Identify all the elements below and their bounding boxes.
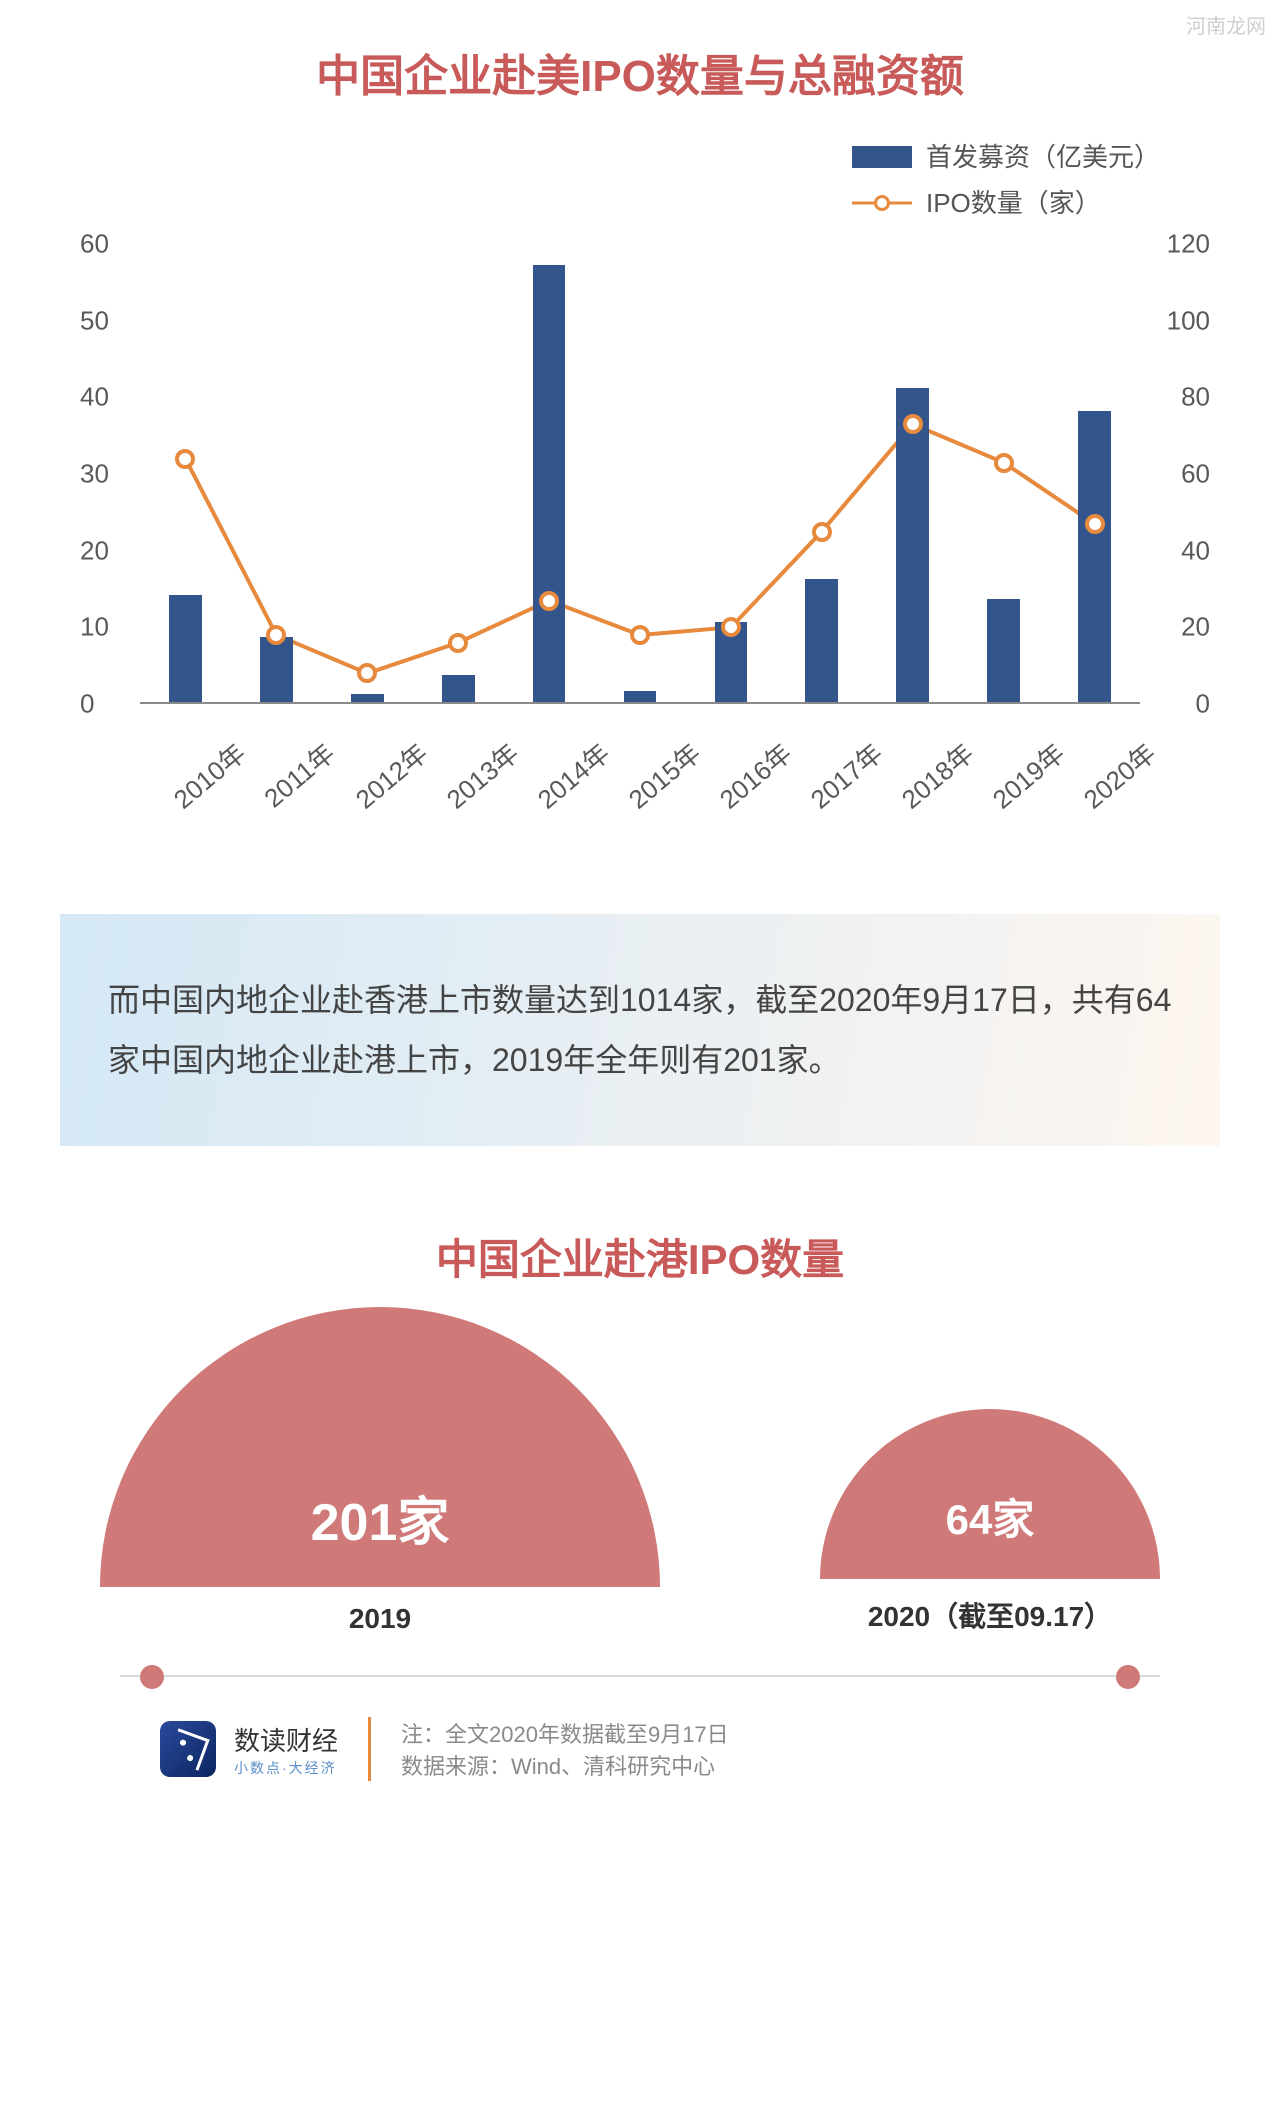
line-marker	[903, 414, 923, 434]
semicircle-value: 64家	[820, 1486, 1160, 1547]
chart-legend: 首发募资（亿美元） IPO数量（家）	[852, 134, 1160, 226]
bar	[442, 675, 475, 702]
bar	[805, 579, 838, 702]
y-left-tick: 60	[80, 229, 109, 260]
x-tick: 2011年	[256, 734, 343, 815]
us-ipo-chart: 首发募资（亿美元） IPO数量（家） 010203040506002040608…	[60, 134, 1220, 834]
semicircle-value: 201家	[100, 1480, 660, 1555]
line-marker	[357, 663, 377, 683]
line-marker	[994, 453, 1014, 473]
semicircle-item: 201家 2019	[100, 1307, 660, 1635]
bar	[624, 691, 657, 703]
line-marker	[175, 449, 195, 469]
brand-logo-icon	[160, 1721, 216, 1777]
hk-summary-textbox: 而中国内地企业赴香港上市数量达到1014家，截至2020年9月17日，共有64家…	[60, 914, 1220, 1146]
line-marker	[539, 591, 559, 611]
semicircle-item: 64家 2020（截至09.17）	[820, 1409, 1160, 1635]
bar	[1078, 411, 1111, 702]
semicircle-shape: 64家	[820, 1409, 1160, 1579]
line-marker	[1085, 514, 1105, 534]
bar	[533, 265, 566, 702]
bar	[351, 694, 384, 702]
footer-notch-right-icon	[1116, 1665, 1140, 1689]
footer-note-2: 数据来源：Wind、清科研究中心	[401, 1749, 729, 1781]
legend-item-bar: 首发募资（亿美元）	[852, 134, 1160, 180]
semicircle-shape: 201家	[100, 1307, 660, 1587]
line-marker	[721, 617, 741, 637]
y-left-tick: 50	[80, 305, 109, 336]
hk-ipo-title: 中国企业赴港IPO数量	[60, 1226, 1220, 1287]
main-title: 中国企业赴美IPO数量与总融资额	[60, 40, 1220, 104]
watermark-text: 河南龙网	[1186, 10, 1266, 39]
footer-note-1: 注：全文2020年数据截至9月17日	[401, 1717, 729, 1749]
x-tick: 2016年	[711, 734, 799, 816]
x-tick: 2015年	[620, 734, 708, 816]
x-tick: 2013年	[438, 734, 526, 816]
legend-line-label: IPO数量（家）	[926, 180, 1101, 226]
footer: 数读财经 小数点·大经济 注：全文2020年数据截至9月17日 数据来源：Win…	[120, 1675, 1160, 1825]
line-marker	[448, 633, 468, 653]
bar	[896, 388, 929, 702]
y-right-tick: 40	[1181, 535, 1210, 566]
chart-plot-area: 01020304050600204060801001202010年2011年20…	[140, 244, 1140, 704]
brand-text: 数读财经 小数点·大经济	[234, 1721, 338, 1778]
y-left-tick: 10	[80, 612, 109, 643]
x-tick: 2019年	[983, 734, 1071, 816]
semicircle-caption: 2019	[100, 1603, 660, 1635]
line-marker	[266, 625, 286, 645]
brand-block: 数读财经 小数点·大经济	[160, 1721, 338, 1778]
x-tick: 2014年	[529, 734, 617, 816]
y-left-tick: 0	[80, 689, 94, 720]
x-tick: 2017年	[801, 734, 889, 816]
infographic-page: 河南龙网 中国企业赴美IPO数量与总融资额 首发募资（亿美元） IPO数量（家）…	[0, 0, 1280, 1825]
footer-separator-icon	[368, 1717, 371, 1781]
line-marker	[812, 522, 832, 542]
bar-swatch-icon	[852, 146, 912, 168]
footer-notes: 注：全文2020年数据截至9月17日 数据来源：Wind、清科研究中心	[401, 1717, 729, 1781]
x-tick: 2010年	[165, 734, 253, 816]
y-right-tick: 0	[1196, 689, 1210, 720]
y-left-tick: 30	[80, 459, 109, 490]
brand-main: 数读财经	[234, 1721, 338, 1758]
line-marker	[630, 625, 650, 645]
y-right-tick: 60	[1181, 459, 1210, 490]
x-axis-baseline	[140, 702, 1140, 704]
bar	[987, 599, 1020, 703]
x-tick: 2018年	[892, 734, 980, 816]
hk-ipo-semicircles: 201家 2019 64家 2020（截至09.17）	[60, 1307, 1220, 1635]
x-tick: 2020年	[1074, 734, 1162, 816]
y-left-tick: 20	[80, 535, 109, 566]
semicircle-caption: 2020（截至09.17）	[820, 1595, 1160, 1635]
x-tick: 2012年	[347, 734, 435, 816]
footer-notch-left-icon	[140, 1665, 164, 1689]
y-right-tick: 120	[1167, 229, 1210, 260]
line-swatch-icon	[852, 191, 912, 215]
y-left-tick: 40	[80, 382, 109, 413]
bar	[260, 637, 293, 702]
legend-item-line: IPO数量（家）	[852, 180, 1160, 226]
brand-sub: 小数点·大经济	[234, 1758, 338, 1778]
legend-bar-label: 首发募资（亿美元）	[926, 134, 1160, 180]
y-right-tick: 100	[1167, 305, 1210, 336]
y-right-tick: 20	[1181, 612, 1210, 643]
bar	[169, 595, 202, 702]
y-right-tick: 80	[1181, 382, 1210, 413]
